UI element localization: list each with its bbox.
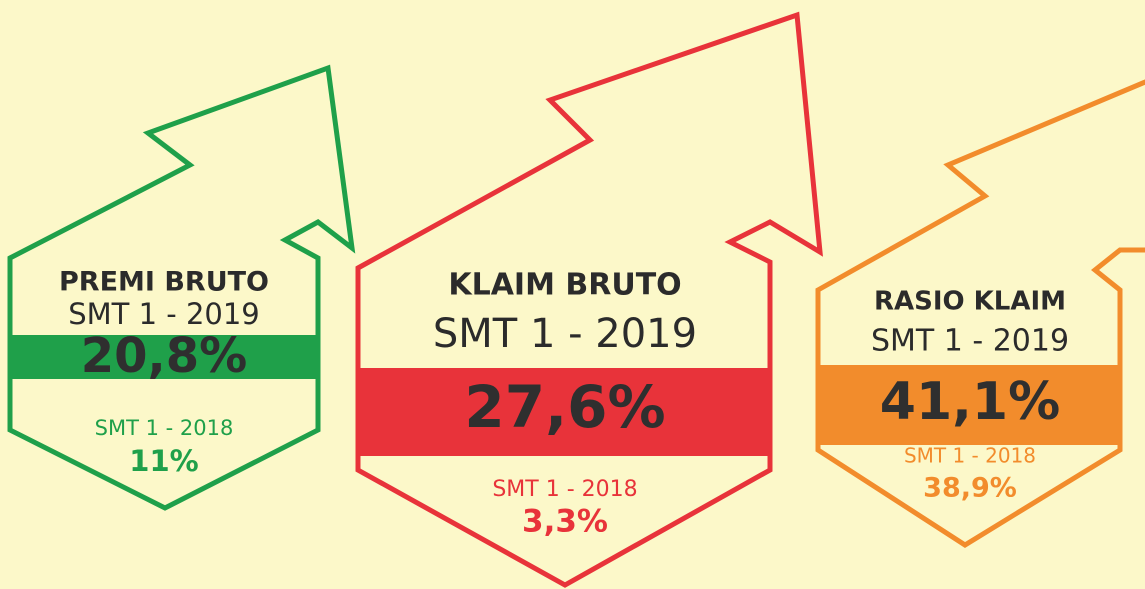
arrow-outline — [7, 64, 356, 511]
card-title: RASIO KLAIM — [874, 287, 1066, 317]
card-period: SMT 1 - 2019 — [433, 311, 697, 357]
card-rasio: RASIO KLAIM SMT 1 - 2019 41,1% SMT 1 - 2… — [815, 79, 1145, 548]
arrow-outline — [815, 79, 1145, 548]
card-period: SMT 1 - 2019 — [871, 324, 1069, 359]
prev-value: 38,9% — [923, 473, 1017, 504]
card-value: 20,8% — [81, 328, 248, 384]
value-band — [818, 365, 1120, 445]
card-period: SMT 1 - 2019 — [68, 297, 260, 331]
arrow-outline — [355, 11, 823, 588]
card-klaim: KLAIM BRUTO SMT 1 - 2019 27,6% SMT 1 - 2… — [355, 11, 823, 588]
card-premi: PREMI BRUTO SMT 1 - 2019 20,8% SMT 1 - 2… — [7, 64, 356, 511]
prev-period: SMT 1 - 2018 — [492, 477, 637, 502]
prev-period: SMT 1 - 2018 — [904, 444, 1036, 468]
card-value: 27,6% — [464, 373, 665, 441]
card-title: PREMI BRUTO — [59, 267, 269, 298]
card-value: 41,1% — [880, 372, 1060, 432]
prev-period: SMT 1 - 2018 — [95, 416, 234, 440]
card-title: KLAIM BRUTO — [448, 268, 681, 303]
prev-value: 3,3% — [522, 504, 608, 540]
prev-value: 11% — [129, 444, 198, 478]
value-band — [358, 368, 770, 456]
value-band — [10, 335, 318, 379]
